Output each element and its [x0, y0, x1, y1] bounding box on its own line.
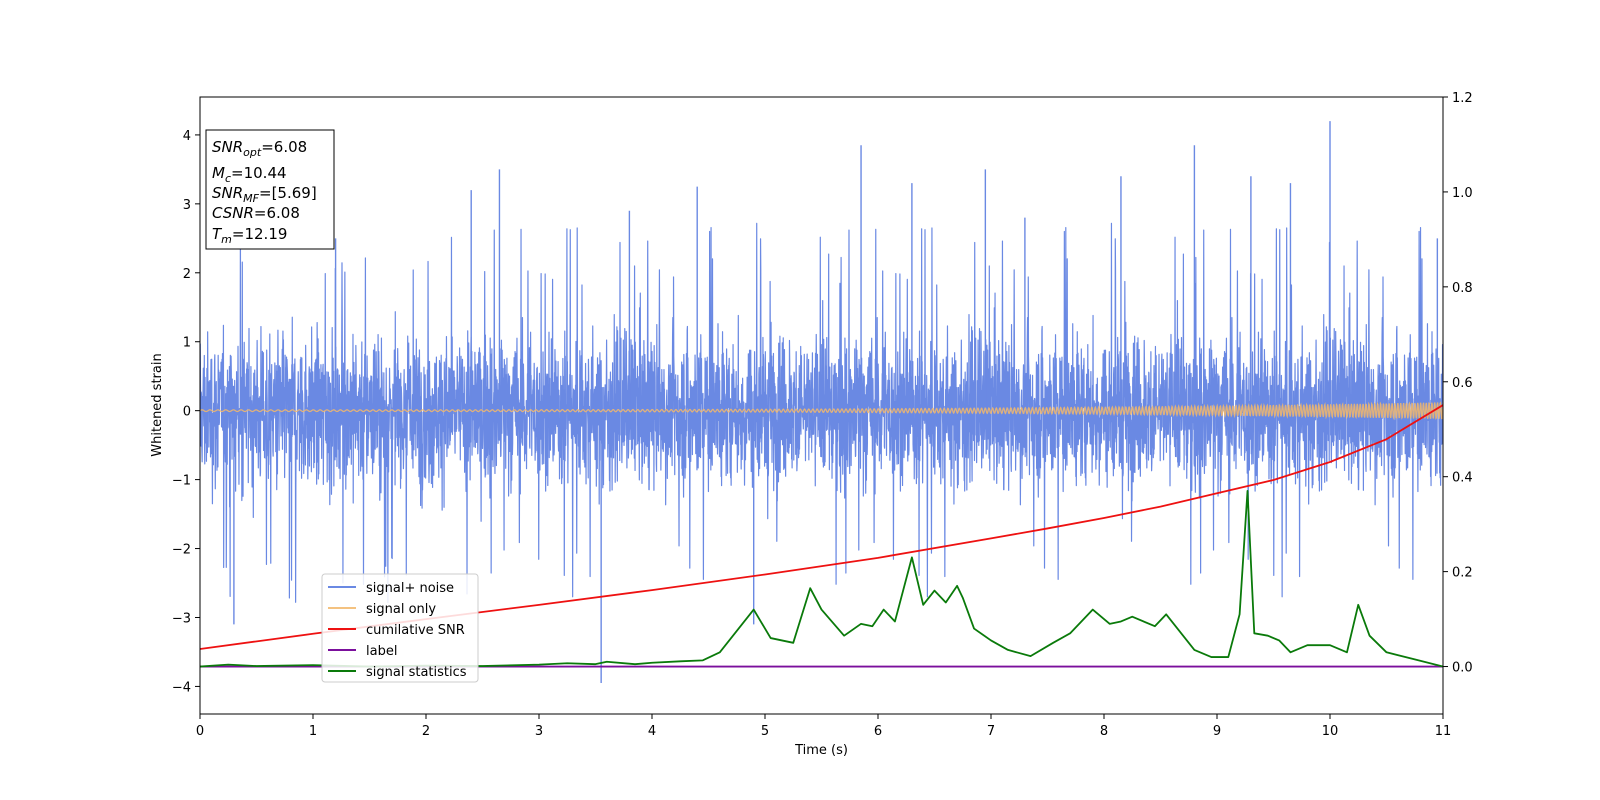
- y-tick-label: 1: [183, 336, 191, 351]
- stats-line: SNRMF=[5.69]: [212, 184, 317, 205]
- stats-line: CSNR=6.08: [212, 204, 300, 222]
- x-tick-label: 8: [1100, 724, 1108, 739]
- x-tick-label: 6: [874, 724, 882, 739]
- legend-label: signal statistics: [366, 665, 467, 680]
- stats-box: SNRopt=6.08 Mc=10.44SNRMF=[5.69]CSNR=6.08…: [205, 129, 335, 250]
- y-axis-label: Whitened strain: [150, 353, 165, 456]
- x-tick-label: 5: [761, 724, 769, 739]
- stats-line: Mc=10.44: [212, 164, 287, 185]
- x-tick-label: 7: [987, 724, 995, 739]
- y-tick-label: 0: [183, 405, 191, 420]
- y-tick-label: −4: [172, 680, 191, 695]
- axis-layer: 0 1 2 3 4 5 6 7 8 9 10 11 −4 −3 −2 −1 0 1 2 3 4 0.0 0.2 0.4 0.6 0…: [172, 91, 1473, 739]
- y-tick-label: −1: [172, 474, 191, 489]
- x-tick-label: 2: [422, 724, 430, 739]
- stats-line: SNRopt=6.08: [212, 138, 307, 159]
- x-tick-label: 3: [535, 724, 543, 739]
- y-tick-label: −3: [172, 611, 191, 626]
- legend-frame: [321, 573, 479, 683]
- y2-tick-label: 0.0: [1452, 661, 1473, 676]
- y-tick-label: 4: [183, 129, 191, 144]
- series-layer: [200, 121, 1443, 683]
- plot-area-frame: [199, 96, 1444, 715]
- legend-label: signal+ noise: [366, 581, 454, 596]
- stats-box-frame: [205, 129, 335, 250]
- y-tick-label: −2: [172, 543, 191, 558]
- x-tick-label: 10: [1322, 724, 1339, 739]
- series-line-cumulative-snr: [200, 404, 1443, 650]
- legend: signal+ noise signal only cumilative SNR la…: [321, 573, 479, 683]
- legend-label: signal only: [366, 602, 436, 617]
- series-line-signal-noise: [200, 219, 1443, 604]
- y2-tick-label: 0.8: [1452, 281, 1473, 296]
- x-tick-label: 11: [1435, 724, 1452, 739]
- x-tick-label: 4: [648, 724, 656, 739]
- x-tick-label: 1: [309, 724, 317, 739]
- y2-tick-label: 0.2: [1452, 566, 1473, 581]
- stats-line: Tm=12.19: [212, 225, 287, 246]
- x-tick-label: 9: [1213, 724, 1221, 739]
- y-tick-label: 2: [183, 267, 191, 282]
- series-line-signal-statistics: [200, 490, 1443, 668]
- series-line-signal-only: [200, 401, 1443, 421]
- y2-tick-label: 1.0: [1452, 186, 1473, 201]
- y2-tick-label: 0.4: [1452, 471, 1473, 486]
- y-tick-label: 3: [183, 198, 191, 213]
- y2-tick-label: 0.6: [1452, 376, 1473, 391]
- x-tick-label: 0: [196, 724, 204, 739]
- legend-label: cumilative SNR: [366, 623, 465, 638]
- legend-label: label: [366, 644, 397, 659]
- y2-tick-label: 1.2: [1452, 91, 1473, 106]
- x-axis-label: Time (s): [794, 743, 848, 758]
